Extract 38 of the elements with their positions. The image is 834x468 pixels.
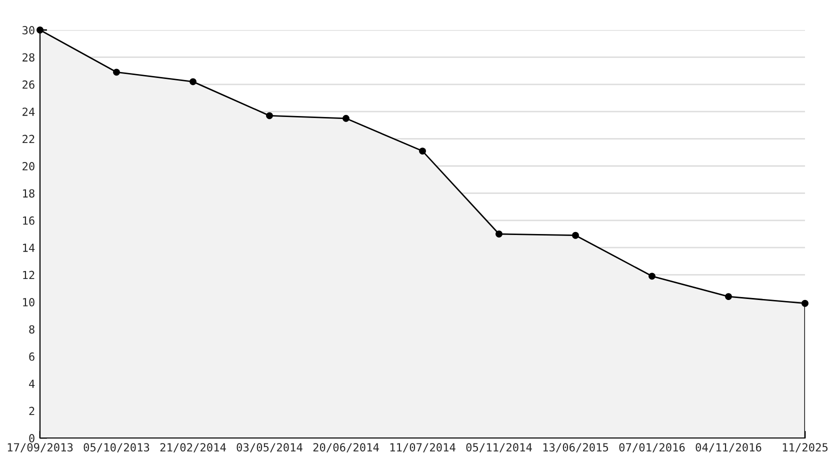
y-tick-label: 12 xyxy=(23,270,34,280)
x-tick-label: 17/09/2013 xyxy=(8,443,73,452)
x-tick-label: 13/06/2015 xyxy=(543,443,608,452)
x-tick-label: 20/06/2014 xyxy=(313,443,379,452)
y-tick-label: 20 xyxy=(22,162,34,170)
y-tick-label: 2 xyxy=(29,406,34,416)
point xyxy=(419,148,426,155)
point xyxy=(725,293,732,300)
point xyxy=(342,114,350,122)
x-tick-label: 07/01/2016 xyxy=(619,443,685,452)
y-tick-label: 10 xyxy=(23,298,34,306)
x-tick-label: 11/07/2014 xyxy=(390,443,456,452)
x-tick-label: 05/10/2013 xyxy=(84,443,150,452)
y-tick-label: 14 xyxy=(23,244,35,252)
y-tick-label: 6 xyxy=(29,352,34,361)
y-tick-label: 8 xyxy=(29,325,34,334)
y-tick-label: 30 xyxy=(22,26,34,34)
y-tick-label: 24 xyxy=(22,108,35,116)
x-tick-label: 05/11/2014 xyxy=(466,443,532,452)
point xyxy=(113,68,120,76)
x-tick-label: 11/2025 xyxy=(782,443,828,452)
x-tick-label: 04/11/2016 xyxy=(696,443,762,452)
point xyxy=(572,232,579,239)
y-tick-label: 0 xyxy=(29,434,34,442)
y-tick-label: 22 xyxy=(22,134,34,144)
point xyxy=(266,112,273,120)
point xyxy=(190,78,196,86)
point xyxy=(36,26,44,34)
x-tick-label: 21/02/2014 xyxy=(160,443,226,452)
point xyxy=(648,272,656,280)
point xyxy=(496,230,502,238)
y-tick-label: 26 xyxy=(22,80,34,89)
y-tick-label: 16 xyxy=(23,216,34,225)
y-tick-label: 28 xyxy=(22,53,34,62)
y-tick-label: 18 xyxy=(23,189,34,198)
y-tick-label: 4 xyxy=(29,380,35,388)
x-tick-label: 03/05/2014 xyxy=(236,443,302,452)
point xyxy=(802,300,808,307)
